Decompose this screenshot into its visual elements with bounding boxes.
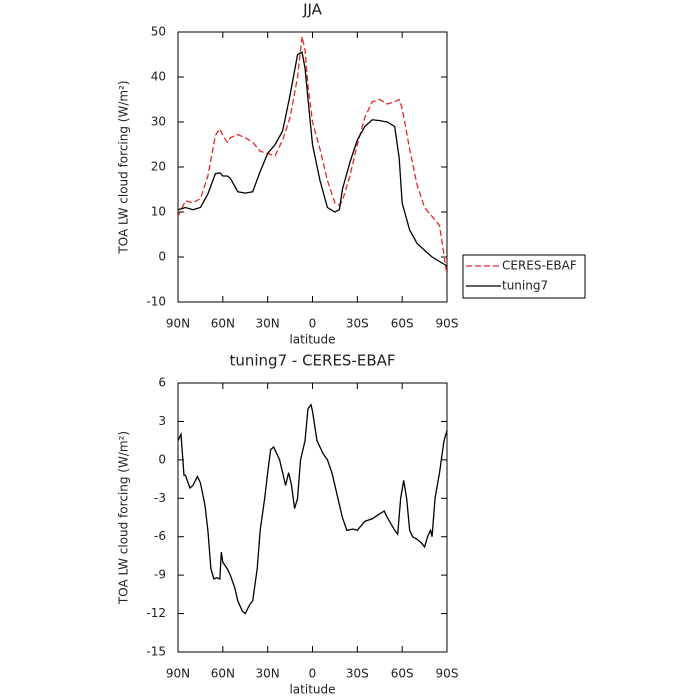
y-tick-label: 3 (158, 414, 166, 428)
x-tick-label: 30N (256, 317, 280, 331)
x-tick-label: 30S (346, 317, 369, 331)
x-tick-label: 0 (309, 667, 317, 681)
plot-frame (177, 382, 448, 653)
y-tick-label: 10 (151, 205, 166, 219)
x-tick-label: 60S (391, 317, 414, 331)
legend-label: tuning7 (502, 279, 548, 293)
y-tick-label: -3 (154, 491, 166, 505)
y-tick-label: -12 (146, 606, 166, 620)
x-tick-label: 30S (346, 667, 369, 681)
data-line (177, 36, 448, 276)
x-tick-label: 90S (436, 317, 459, 331)
y-tick-label: 20 (151, 160, 166, 174)
x-axis-label: latitude (289, 333, 335, 347)
plot-frame (177, 31, 448, 303)
x-tick-label: 0 (309, 317, 317, 331)
x-tick-label: 30N (256, 667, 280, 681)
data-line (177, 51, 448, 267)
x-tick-label: 60N (211, 667, 235, 681)
y-tick-label: 0 (158, 452, 166, 466)
x-tick-label: 90N (166, 317, 190, 331)
y-tick-label: -10 (146, 295, 166, 309)
y-tick-label: -9 (154, 568, 166, 582)
y-tick-label: 6 (158, 376, 166, 390)
data-line (177, 403, 448, 615)
legend-label: CERES-EBAF (502, 259, 577, 273)
y-tick-label: -15 (146, 645, 166, 659)
x-tick-label: 60S (391, 667, 414, 681)
x-axis-label: latitude (289, 683, 335, 697)
x-tick-label: 90S (436, 667, 459, 681)
chart-title: JJA (302, 1, 323, 19)
y-axis-label: TOA LW cloud forcing (W/m²) (117, 431, 131, 605)
y-tick-label: 0 (158, 250, 166, 264)
y-tick-label: 50 (151, 25, 166, 39)
y-tick-label: 40 (151, 70, 166, 84)
y-tick-label: 30 (151, 115, 166, 129)
chart-title: tuning7 - CERES-EBAF (229, 352, 395, 370)
y-axis-label: TOA LW cloud forcing (W/m²) (117, 80, 131, 254)
x-tick-label: 60N (211, 317, 235, 331)
x-tick-label: 90N (166, 667, 190, 681)
legend-box (462, 254, 586, 299)
y-tick-label: -6 (154, 529, 166, 543)
